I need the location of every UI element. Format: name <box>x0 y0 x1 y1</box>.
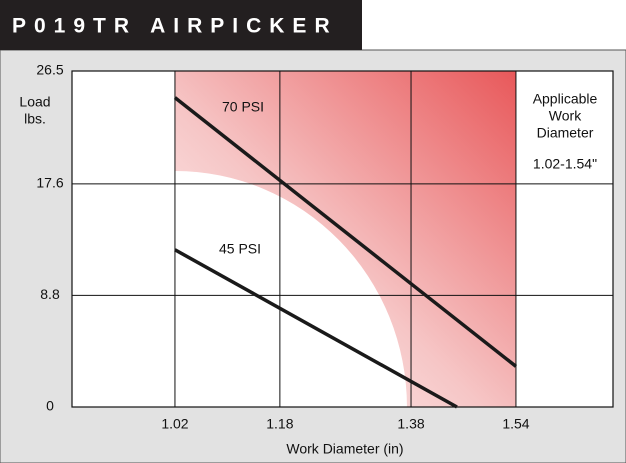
y-tick-label: 8.8 <box>40 286 60 302</box>
x-tick-label: 1.02 <box>161 416 188 432</box>
x-tick-label: 1.18 <box>266 416 293 432</box>
y-tick-label: 17.6 <box>36 175 63 191</box>
line-series <box>174 248 458 409</box>
y-tick-label: 0 <box>46 398 54 414</box>
series-label: 70 PSI <box>222 99 264 115</box>
title-bar <box>0 0 362 50</box>
y-axis-label: lbs. <box>24 111 46 127</box>
x-tick-label: 1.54 <box>502 416 529 432</box>
line-series <box>173 96 518 368</box>
annotation: Work <box>549 108 582 124</box>
y-axis-label: Load <box>19 94 50 110</box>
annotation: Diameter <box>537 125 594 141</box>
range-label: 1.02-1.54" <box>533 156 597 172</box>
plot-border <box>71 70 614 408</box>
chart-title: P019TR AIRPICKER <box>12 15 338 38</box>
series-label: 45 PSI <box>219 241 261 257</box>
x-axis-label: Work Diameter (in) <box>286 441 403 457</box>
x-tick-label: 1.38 <box>397 416 424 432</box>
y-tick-label: 26.5 <box>36 62 63 78</box>
annotation: Applicable <box>533 91 598 107</box>
